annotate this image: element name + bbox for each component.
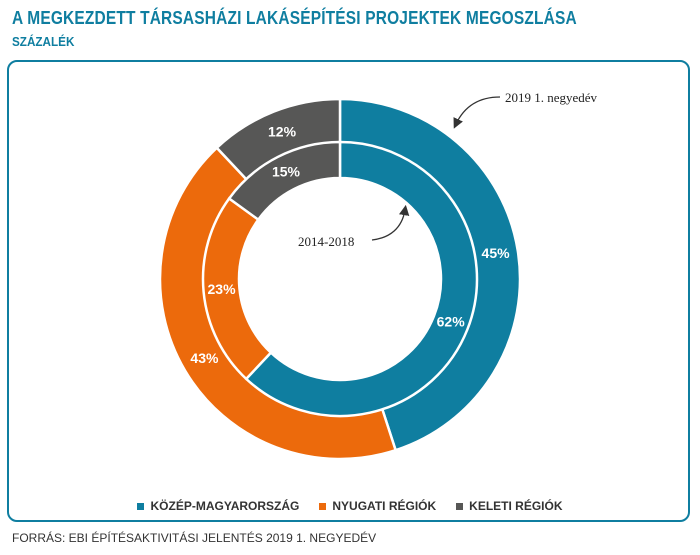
annotation-outer: 2019 1. negyedév — [453, 90, 598, 129]
legend-label-nyugati: NYUGATI RÉGIÓK — [332, 499, 437, 513]
outer-ring-label-kozep: 45% — [482, 245, 511, 261]
inner-ring-label-nyugati: 23% — [208, 281, 237, 297]
inner-ring-segment-keleti — [227, 140, 342, 222]
legend-label-kozep: KÖZÉP-MAGYARORSZÁG — [150, 499, 300, 513]
segment-labels: 45% 43% 12% 62% 23% 15% — [190, 123, 510, 366]
donut-rings — [158, 97, 522, 461]
legend-swatch-kozep — [137, 502, 145, 510]
legend: KÖZÉP-MAGYARORSZÁG NYUGATI RÉGIÓK KELETI… — [0, 499, 700, 513]
legend-item-kozep: KÖZÉP-MAGYARORSZÁG — [137, 499, 299, 513]
legend-label-keleti: KELETI RÉGIÓK — [469, 499, 563, 513]
legend-item-keleti: KELETI RÉGIÓK — [456, 499, 563, 513]
outer-ring-label-nyugati: 43% — [190, 350, 219, 366]
legend-swatch-nyugati — [319, 502, 327, 510]
inner-ring-segment-kozep — [244, 140, 479, 418]
outer-ring-label-keleti: 12% — [268, 123, 297, 139]
annotation-inner-label: 2014-2018 — [298, 234, 354, 249]
inner-ring-label-keleti: 15% — [272, 164, 301, 180]
annotation-outer-label: 2019 1. negyedév — [505, 90, 598, 105]
source-note: FORRÁS: EBI ÉPÍTÉSAKTIVITÁSI JELENTÉS 20… — [12, 531, 377, 545]
chart-title: A MEGKEZDETT TÁRSASHÁZI LAKÁSÉPÍTÉSI PRO… — [12, 8, 577, 28]
legend-swatch-keleti — [456, 502, 464, 510]
annotation-inner-arrow — [371, 204, 410, 241]
legend-item-nyugati: NYUGATI RÉGIÓK — [319, 499, 436, 513]
annotation-outer-arrow — [453, 96, 501, 129]
chart-frame — [7, 60, 690, 522]
chart-subtitle: SZÁZALÉK — [12, 34, 75, 49]
inner-ring-label-kozep: 62% — [437, 314, 466, 330]
annotation-inner: 2014-2018 — [298, 204, 410, 249]
